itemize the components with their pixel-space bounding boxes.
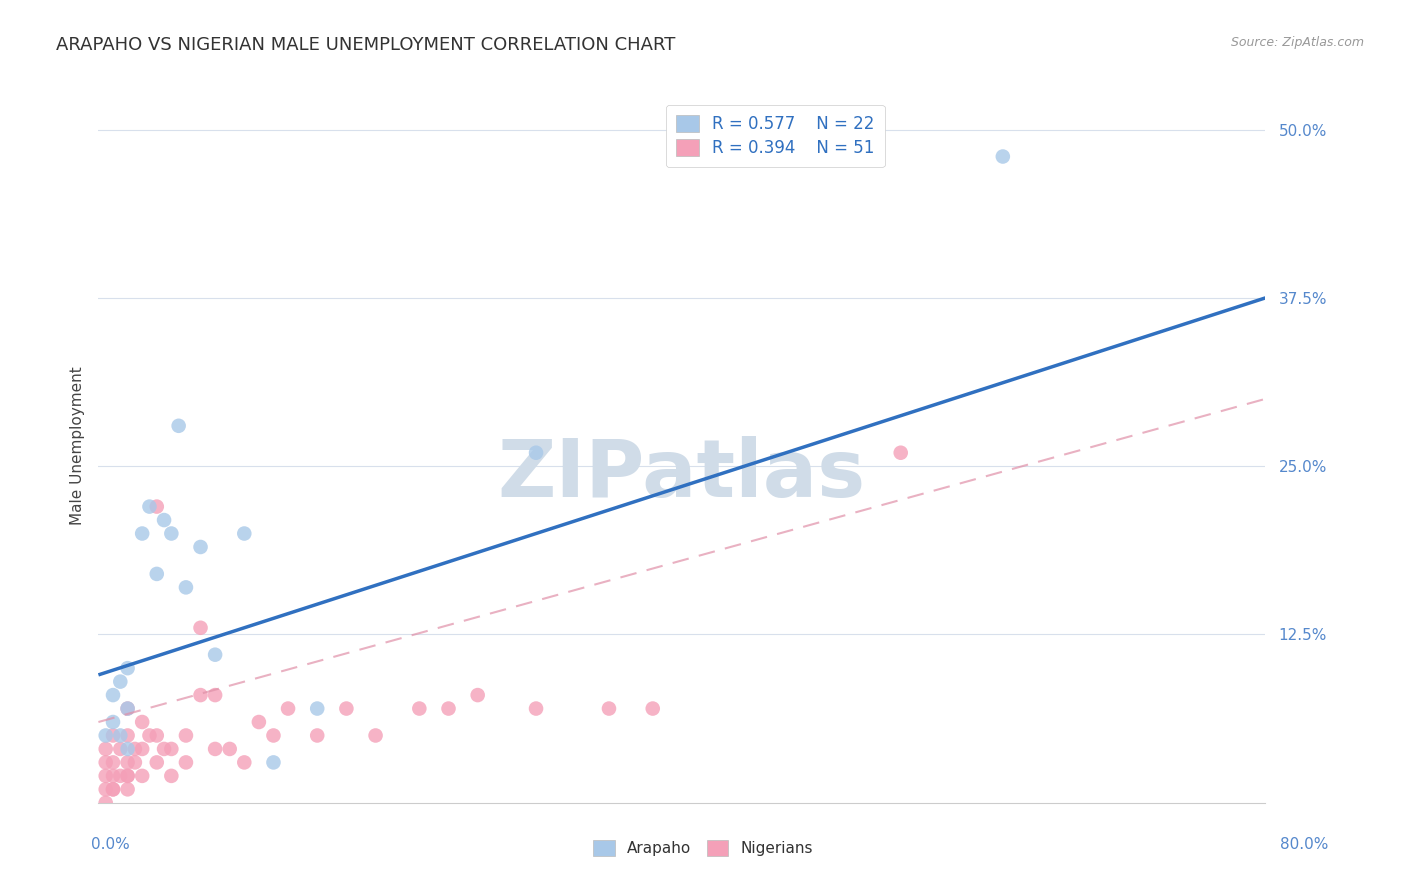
Point: [94, 742, 117, 756]
Point: [101, 782, 124, 797]
Point: [110, 769, 132, 783]
Point: [101, 769, 124, 783]
Point: [524, 701, 547, 715]
Point: [110, 742, 132, 756]
Point: [408, 701, 430, 715]
Text: 80.0%: 80.0%: [1281, 838, 1329, 852]
Point: [233, 756, 256, 770]
Point: [138, 500, 160, 514]
Point: [277, 701, 299, 715]
Point: [233, 526, 256, 541]
Point: [262, 756, 284, 770]
Point: [131, 526, 153, 541]
Point: [117, 769, 139, 783]
Point: [124, 742, 146, 756]
Point: [101, 688, 124, 702]
Point: [204, 742, 226, 756]
Point: [437, 701, 460, 715]
Point: [146, 729, 169, 743]
Point: [153, 742, 176, 756]
Point: [138, 729, 160, 743]
Y-axis label: Male Unemployment: Male Unemployment: [69, 367, 84, 525]
Point: [94, 796, 117, 810]
Point: [110, 729, 132, 743]
Point: [641, 701, 664, 715]
Point: [117, 742, 139, 756]
Point: [117, 701, 139, 715]
Point: [218, 742, 240, 756]
Point: [101, 714, 124, 729]
Point: [204, 648, 226, 662]
Point: [174, 756, 197, 770]
Point: [160, 769, 183, 783]
Point: [94, 769, 117, 783]
Point: [991, 149, 1014, 163]
Point: [110, 674, 132, 689]
Point: [101, 756, 124, 770]
Point: [890, 446, 912, 460]
Point: [598, 701, 620, 715]
Legend: R = 0.577    N = 22, R = 0.394    N = 51: R = 0.577 N = 22, R = 0.394 N = 51: [666, 104, 884, 167]
Point: [146, 756, 169, 770]
Point: [524, 446, 547, 460]
Text: ZIPatlas: ZIPatlas: [498, 435, 866, 514]
Point: [131, 742, 153, 756]
Point: [153, 513, 176, 527]
Point: [190, 688, 212, 702]
Point: [190, 540, 212, 554]
Text: ARAPAHO VS NIGERIAN MALE UNEMPLOYMENT CORRELATION CHART: ARAPAHO VS NIGERIAN MALE UNEMPLOYMENT CO…: [56, 36, 676, 54]
Point: [101, 782, 124, 797]
Point: [247, 714, 270, 729]
Point: [94, 782, 117, 797]
Point: [117, 729, 139, 743]
Text: Source: ZipAtlas.com: Source: ZipAtlas.com: [1230, 36, 1364, 49]
Point: [364, 729, 387, 743]
Point: [204, 688, 226, 702]
Point: [101, 729, 124, 743]
Point: [94, 756, 117, 770]
Point: [117, 769, 139, 783]
Point: [146, 500, 169, 514]
Point: [94, 729, 117, 743]
Point: [117, 782, 139, 797]
Point: [167, 418, 190, 433]
Point: [131, 714, 153, 729]
Point: [262, 729, 284, 743]
Point: [117, 661, 139, 675]
Point: [467, 688, 489, 702]
Text: 0.0%: 0.0%: [91, 838, 131, 852]
Point: [307, 729, 329, 743]
Point: [117, 756, 139, 770]
Point: [335, 701, 357, 715]
Point: [174, 580, 197, 594]
Point: [307, 701, 329, 715]
Point: [160, 742, 183, 756]
Point: [160, 526, 183, 541]
Point: [190, 621, 212, 635]
Legend: Arapaho, Nigerians: Arapaho, Nigerians: [588, 834, 818, 862]
Point: [117, 701, 139, 715]
Point: [146, 566, 169, 581]
Point: [124, 756, 146, 770]
Point: [174, 729, 197, 743]
Point: [131, 769, 153, 783]
